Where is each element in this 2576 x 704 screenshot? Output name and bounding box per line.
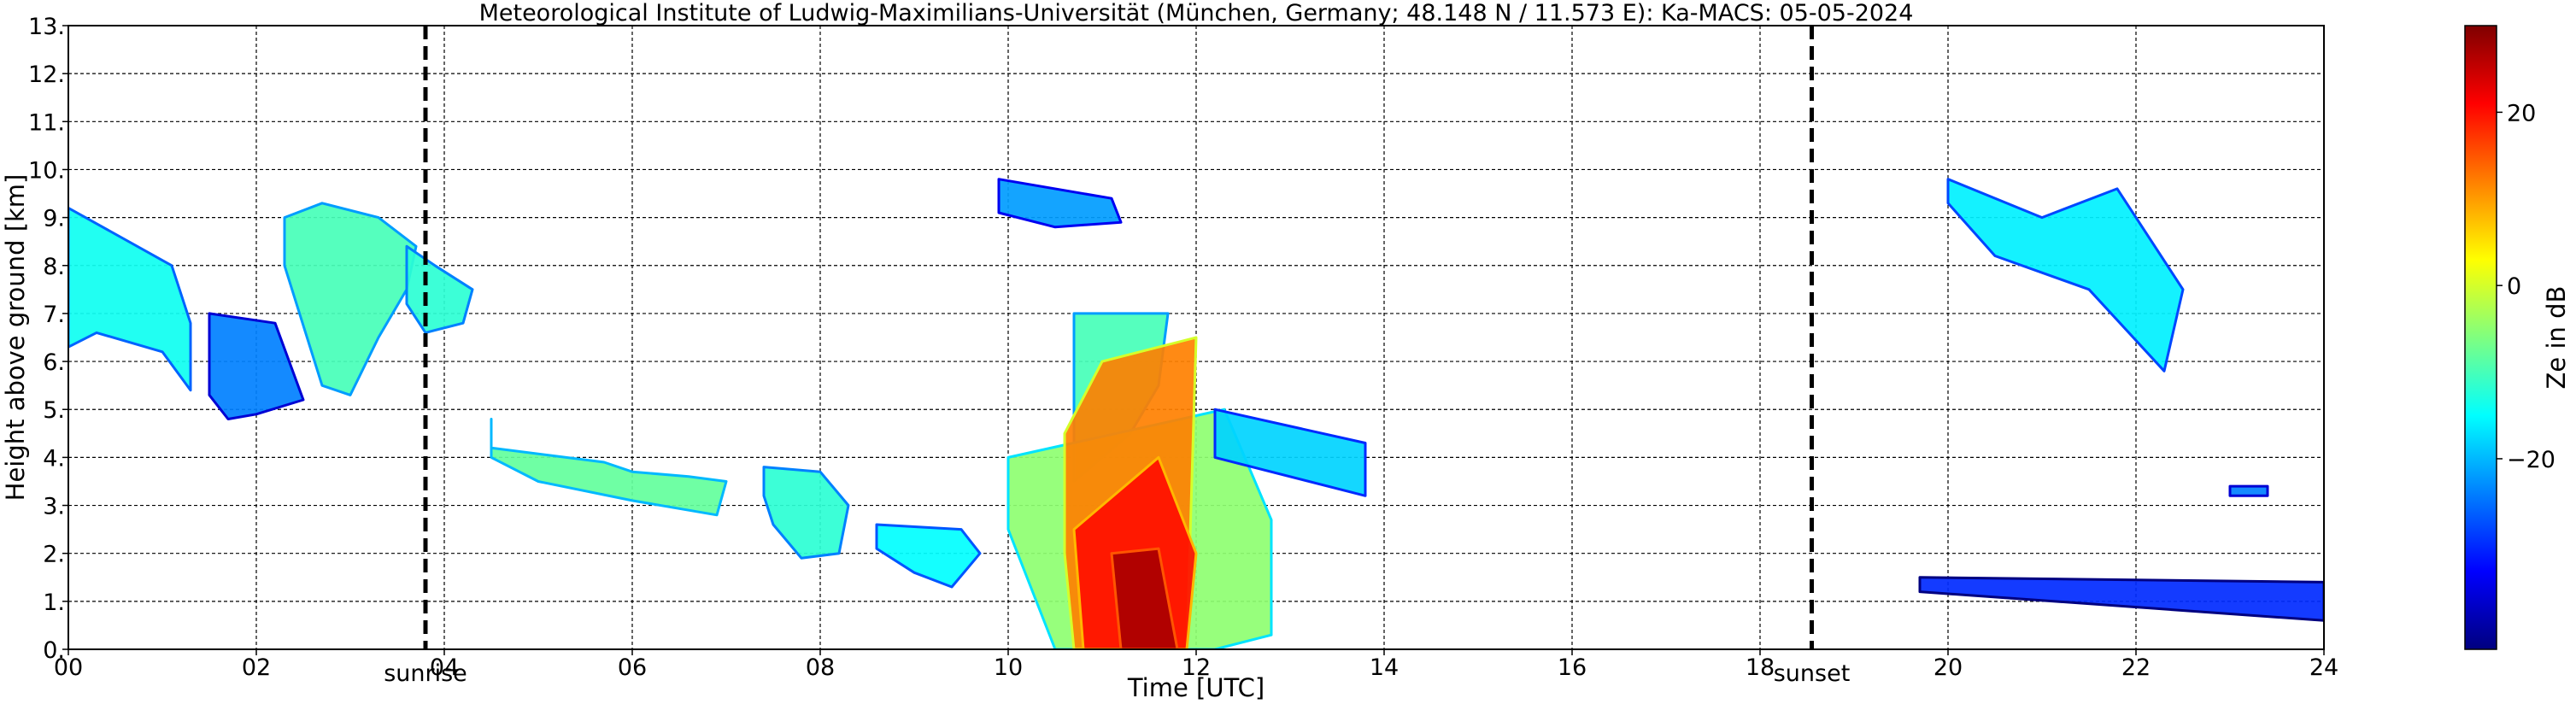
y-tick-label: 10. [28,157,65,184]
echo-region [1946,178,2185,373]
echo-region [405,244,474,334]
y-tick-label: 4. [43,445,65,472]
y-axis: 0. 1. 2. 3. 4. 5. 6. 7. 8. 9. 10. 11. 12. 13. [28,14,68,664]
chart-title: Meteorological Institute of Ludwig-Maxim… [479,0,1914,26]
echo-region [997,178,1123,229]
colorbar-tick-label: 20 [2507,100,2536,126]
echo-region [208,312,305,420]
echo-region [283,202,418,396]
colorbar-ticks: 20 0 −20 [2497,100,2555,473]
y-tick-label: 3. [43,494,65,520]
x-axis-label: Time [UTC] [1127,673,1265,702]
x-tick-label: 18 [1746,654,1775,681]
echo-region [875,523,982,589]
x-tick-label: 10 [994,654,1023,681]
y-tick-label: 6. [43,349,65,376]
colorbar-tick-label: 0 [2507,273,2521,300]
y-tick-label: 7. [43,302,65,328]
x-tick-label: 00 [54,654,83,681]
annotation-layer: sunrise sunset [384,26,1850,687]
echo-region [1110,547,1179,649]
radar-echoes [68,178,2324,649]
x-tick-label: 02 [242,654,271,681]
sunset-label: sunset [1774,660,1851,687]
x-axis: 00 02 04 06 08 10 12 14 16 18 20 22 24 [54,649,2338,681]
sunrise-label: sunrise [384,660,467,687]
y-axis-label: Height above ground [km] [1,174,30,502]
echo-region [490,418,728,517]
x-tick-label: 04 [430,654,459,681]
x-tick-label: 12 [1182,654,1211,681]
echo-region [68,206,192,392]
x-tick-label: 16 [1558,654,1587,681]
x-tick-label: 22 [2121,654,2151,681]
y-tick-label: 1. [43,590,65,616]
grid-layer [68,26,2324,649]
x-tick-label: 24 [2309,654,2338,681]
x-tick-label: 06 [618,654,647,681]
y-tick-label: 2. [43,542,65,568]
x-tick-label: 14 [1370,654,1399,681]
echo-region [762,466,850,560]
x-tick-label: 08 [806,654,835,681]
echo-region [1213,408,1367,497]
y-tick-label: 11. [28,109,65,136]
echo-region [1918,576,2324,622]
y-tick-label: 8. [43,254,65,280]
y-tick-label: 5. [43,397,65,424]
colorbar-label: Ze in dB [2542,286,2571,390]
y-tick-label: 12. [28,62,65,88]
x-tick-label: 20 [1933,654,1963,681]
colorbar-tick-label: −20 [2507,447,2555,473]
colorbar [2464,25,2497,650]
y-tick-label: 13. [28,14,65,40]
echo-region [2228,484,2269,497]
y-tick-label: 0. [43,637,65,664]
y-tick-label: 9. [43,206,65,232]
